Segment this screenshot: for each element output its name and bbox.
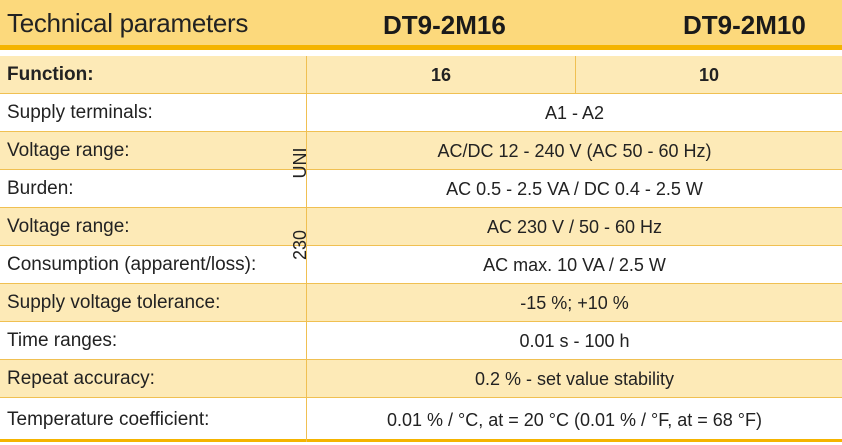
function-value-2: 10 (698, 65, 720, 85)
row-value: AC/DC 12 - 240 V (AC 50 - 60 Hz) (437, 141, 712, 161)
table-row: Time ranges: 0.01 s - 100 h (0, 322, 842, 360)
row-value: AC max. 10 VA / 2.5 W (483, 255, 666, 275)
table-row: Supply voltage tolerance: -15 %; +10 % (0, 284, 842, 322)
uni-side-label: UNI (290, 147, 310, 179)
230-side-label: 230 (290, 229, 310, 261)
row-label: Consumption (apparent/loss): (7, 254, 257, 275)
table-row: Consumption (apparent/loss): AC max. 10 … (0, 246, 842, 284)
table-row: Temperature coefficient: 0.01 % / °C, at… (0, 398, 842, 442)
function-label: Function: (7, 64, 94, 85)
table-header: Technical parameters DT9-2M16 DT9-2M10 (0, 0, 842, 50)
function-value-1: 16 (430, 65, 452, 85)
table-row-function: Function: 16 10 (0, 56, 842, 94)
row-label: Supply voltage tolerance: (7, 292, 221, 313)
row-label: Temperature coefficient: (7, 409, 210, 430)
table-row: Voltage range: AC 230 V / 50 - 60 Hz (0, 208, 842, 246)
row-value: 0.2 % - set value stability (474, 369, 675, 389)
row-label: Burden: (7, 178, 74, 199)
model-name-2: DT9-2M10 (683, 10, 806, 40)
function-column-divider (575, 56, 576, 94)
row-value: AC 0.5 - 2.5 VA / DC 0.4 - 2.5 W (446, 179, 703, 199)
row-value: 0.01 % / °C, at = 20 °C (0.01 % / °F, at… (387, 410, 762, 430)
row-label: Voltage range: (7, 140, 130, 161)
table-row: Repeat accuracy: 0.2 % - set value stabi… (0, 360, 842, 398)
row-value: 0.01 s - 100 h (519, 331, 630, 351)
column-divider (306, 56, 307, 442)
row-value: A1 - A2 (544, 103, 605, 123)
row-value: AC 230 V / 50 - 60 Hz (486, 217, 663, 237)
row-label: Voltage range: (7, 216, 130, 237)
row-label: Repeat accuracy: (7, 368, 155, 389)
table-row: Voltage range: AC/DC 12 - 240 V (AC 50 -… (0, 132, 842, 170)
row-label: Supply terminals: (7, 102, 153, 123)
row-label: Time ranges: (7, 330, 118, 351)
model-name-1: DT9-2M16 (383, 10, 506, 40)
row-value: -15 %; +10 % (520, 293, 629, 313)
table-title: Technical parameters (7, 8, 249, 38)
table-row: Supply terminals: A1 - A2 (0, 94, 842, 132)
table-row: Burden: AC 0.5 - 2.5 VA / DC 0.4 - 2.5 W (0, 170, 842, 208)
